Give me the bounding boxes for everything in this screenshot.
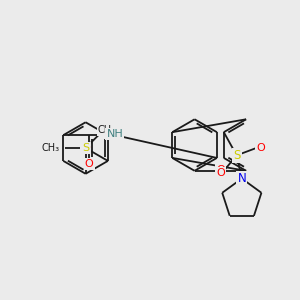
Text: O: O <box>256 142 265 153</box>
Text: O: O <box>85 159 93 169</box>
Text: S: S <box>82 143 89 153</box>
Text: CH₃: CH₃ <box>98 125 116 135</box>
Text: O: O <box>81 143 90 153</box>
Text: NH: NH <box>106 129 123 139</box>
Text: CH₃: CH₃ <box>42 143 60 153</box>
Text: N: N <box>238 172 246 185</box>
Text: S: S <box>233 149 240 162</box>
Text: O: O <box>216 168 225 178</box>
Text: O: O <box>216 165 225 175</box>
